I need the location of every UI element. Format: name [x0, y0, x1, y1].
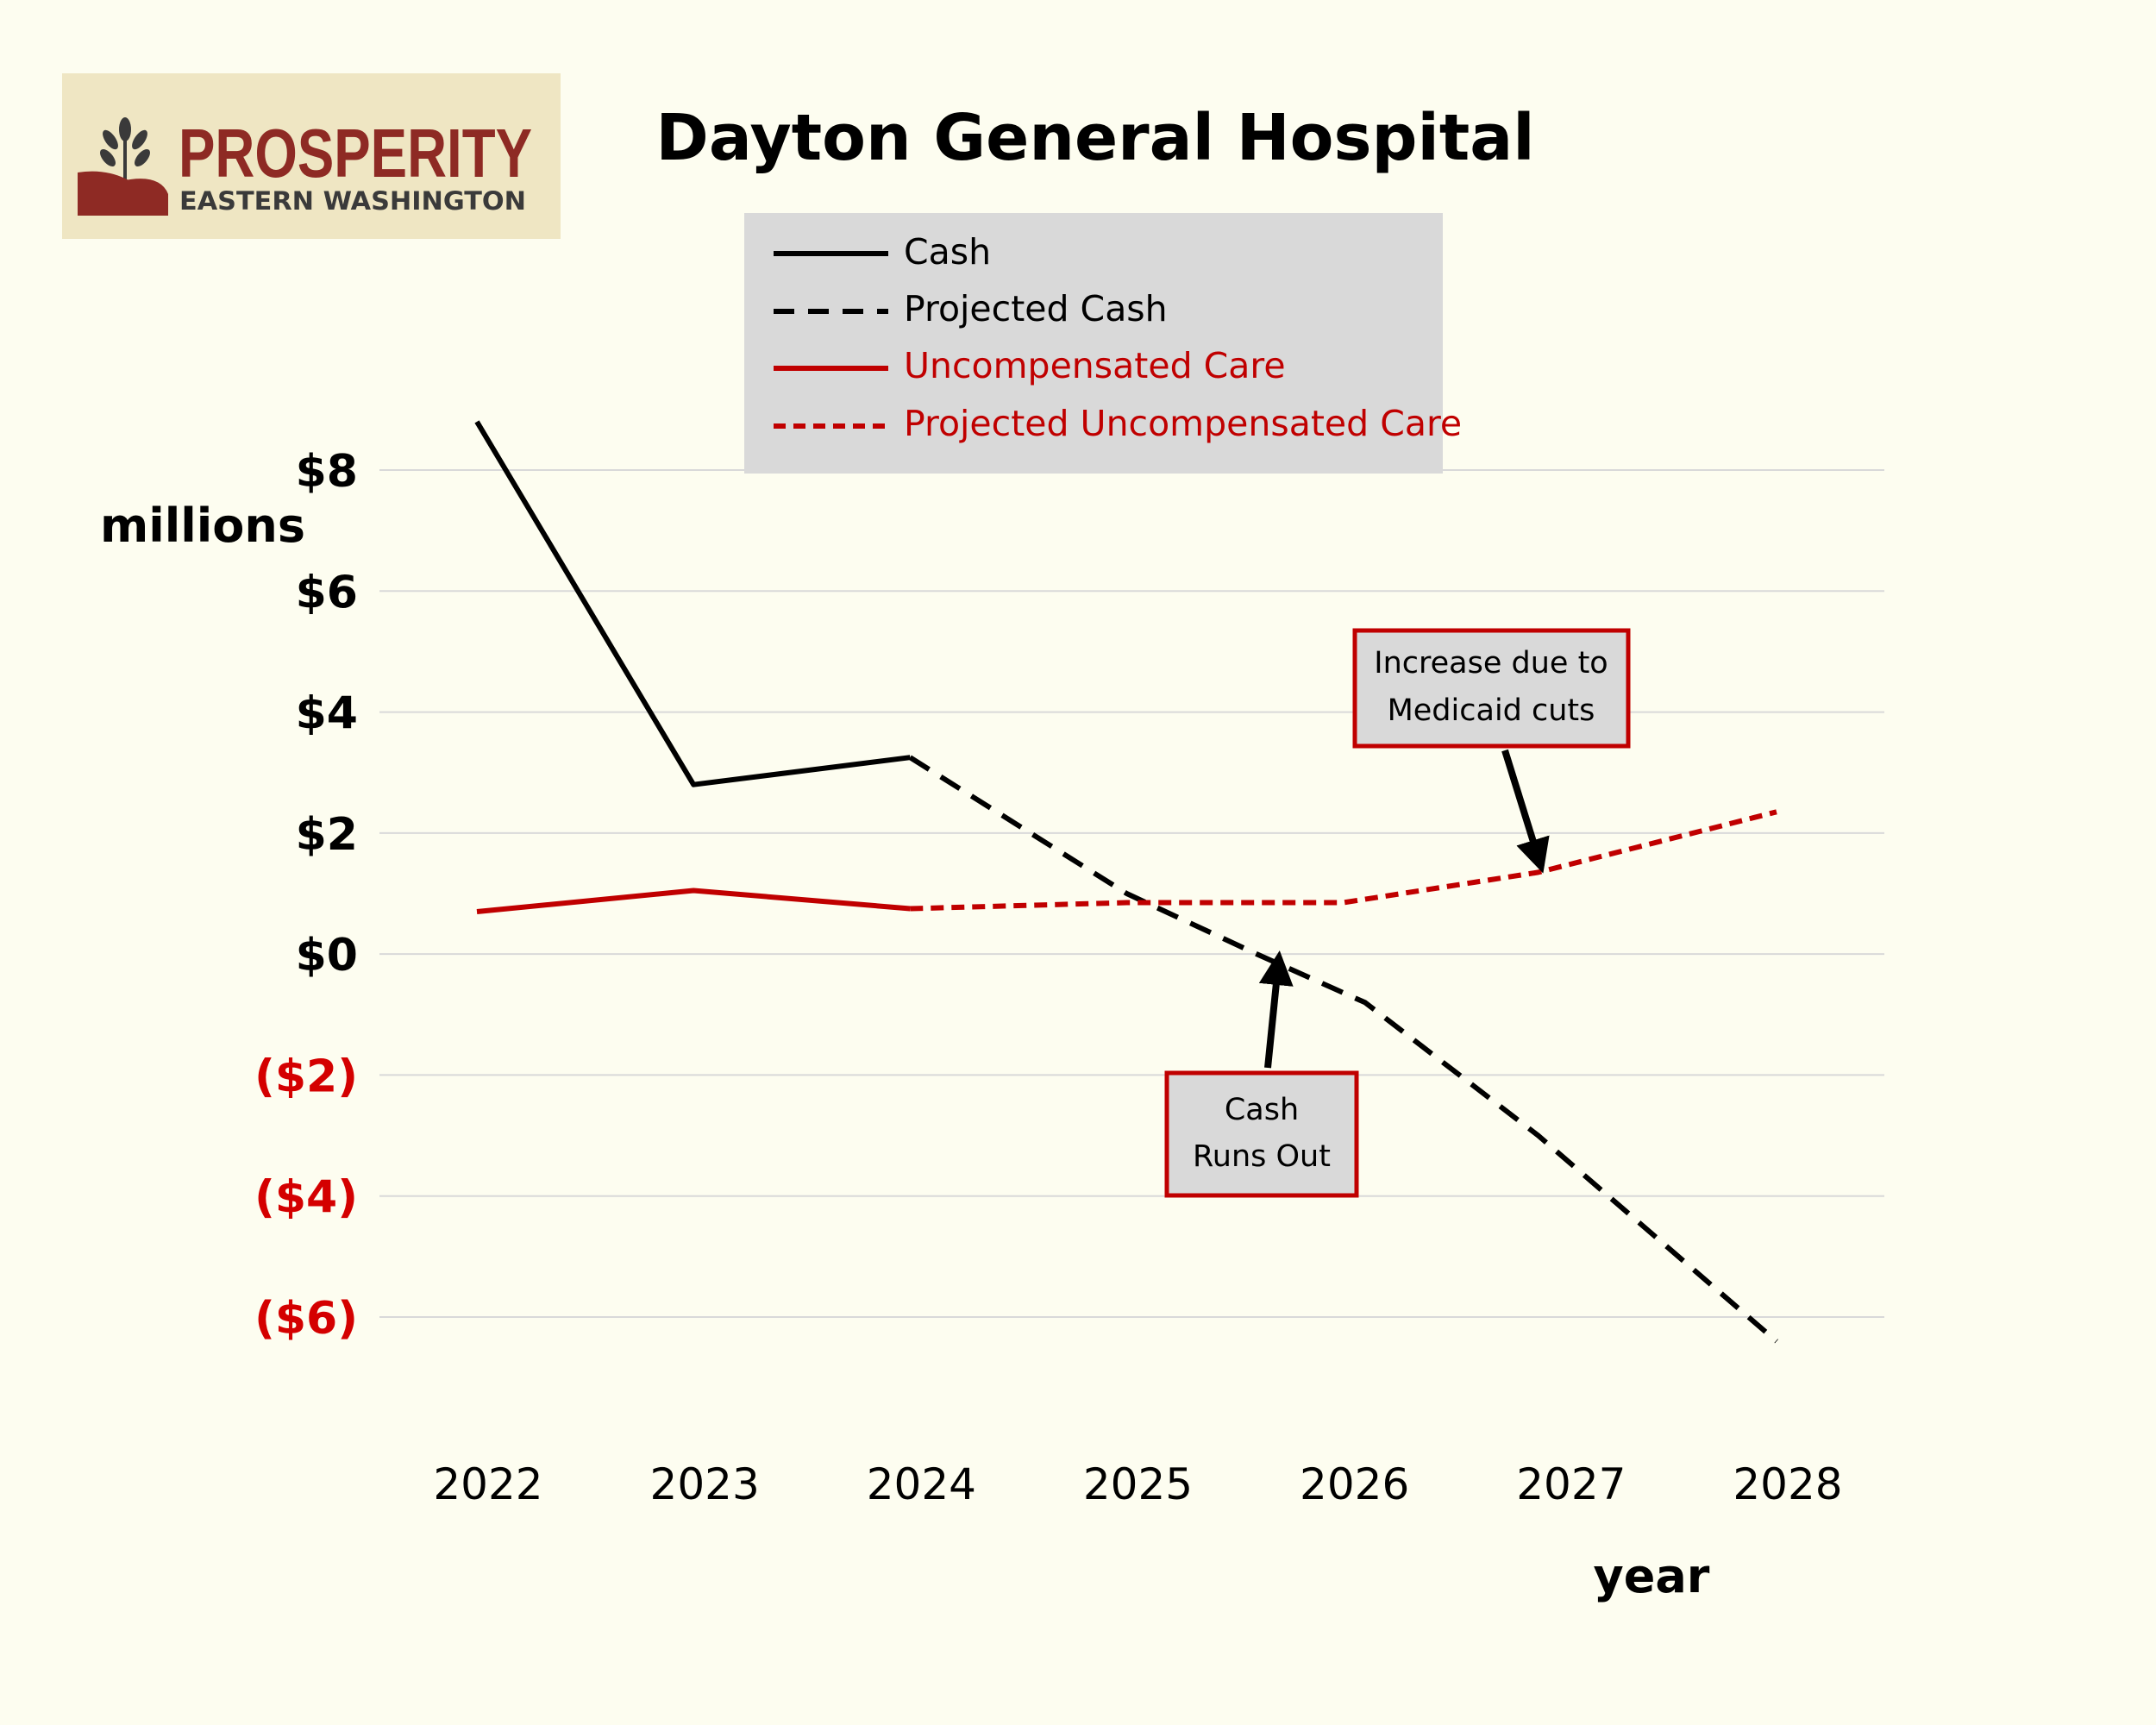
series-line-cash — [474, 420, 911, 787]
legend-label-cash: Cash — [904, 231, 991, 273]
x-tick-labels: 2022 2023 2024 2025 2026 2027 2028 — [433, 1459, 1842, 1509]
y-tick-label: $4 — [296, 688, 358, 740]
logo-title: PROSPERITY — [179, 115, 532, 191]
callout-cash-line-1: Cash — [1225, 1093, 1299, 1127]
callout-medicaid-line-1: Increase due to — [1374, 646, 1608, 681]
legend-background — [744, 213, 1443, 474]
callout-cash-box — [1164, 1070, 1359, 1198]
wheat-farm-icon — [78, 117, 168, 216]
x-axis-label: year — [1594, 1549, 1710, 1603]
y-tick-label: $0 — [296, 930, 358, 982]
y-tick-label: $2 — [296, 809, 358, 861]
x-tick-label: 2024 — [867, 1459, 976, 1509]
series-line-projected-uncompensated-care — [910, 809, 1777, 912]
x-tick-label: 2023 — [650, 1459, 760, 1509]
y-tick-label: ($4) — [254, 1172, 358, 1224]
callout-cash-arrow — [1258, 950, 1294, 1069]
series-line-projected-cash — [908, 755, 1778, 1344]
x-tick-label: 2022 — [433, 1459, 542, 1509]
legend-label-uncompensated-care: Uncompensated Care — [904, 345, 1286, 386]
y-tick-label: ($2) — [254, 1051, 358, 1102]
legend-label-projected-uncompensated-care: Projected Uncompensated Care — [904, 403, 1462, 444]
x-tick-label: 2026 — [1300, 1459, 1409, 1509]
legend-label-projected-cash: Projected Cash — [904, 288, 1168, 329]
x-tick-label: 2027 — [1516, 1459, 1626, 1509]
legend: Cash Projected Cash Uncompensated Care P… — [744, 213, 1462, 474]
callout-medicaid-arrow — [1501, 749, 1550, 874]
y-tick-label: $6 — [296, 567, 358, 618]
callout-cash-line-2: Runs Out — [1193, 1139, 1331, 1174]
x-tick-label: 2025 — [1083, 1459, 1193, 1509]
callout-medicaid-cuts: Increase due to Medicaid cuts — [1352, 628, 1631, 874]
chart-title: Dayton General Hospital — [655, 101, 1534, 175]
series-line-uncompensated-care — [476, 888, 911, 914]
logo: PROSPERITY EASTERN WASHINGTON — [62, 73, 561, 239]
x-tick-label: 2028 — [1733, 1459, 1842, 1509]
callout-cash-runs-out: Cash Runs Out — [1164, 950, 1359, 1198]
callout-medicaid-line-2: Medicaid cuts — [1388, 693, 1595, 728]
logo-subtitle: EASTERN WASHINGTON — [179, 186, 526, 216]
y-tick-label: $8 — [296, 446, 358, 498]
series-lines — [474, 420, 1778, 1344]
y-tick-labels: $8 $6 $4 $2 $0 ($2) ($4) ($6) — [254, 446, 358, 1345]
y-axis-label: millions — [100, 499, 305, 553]
y-tick-label: ($6) — [254, 1293, 358, 1345]
callout-medicaid-box — [1352, 628, 1631, 749]
